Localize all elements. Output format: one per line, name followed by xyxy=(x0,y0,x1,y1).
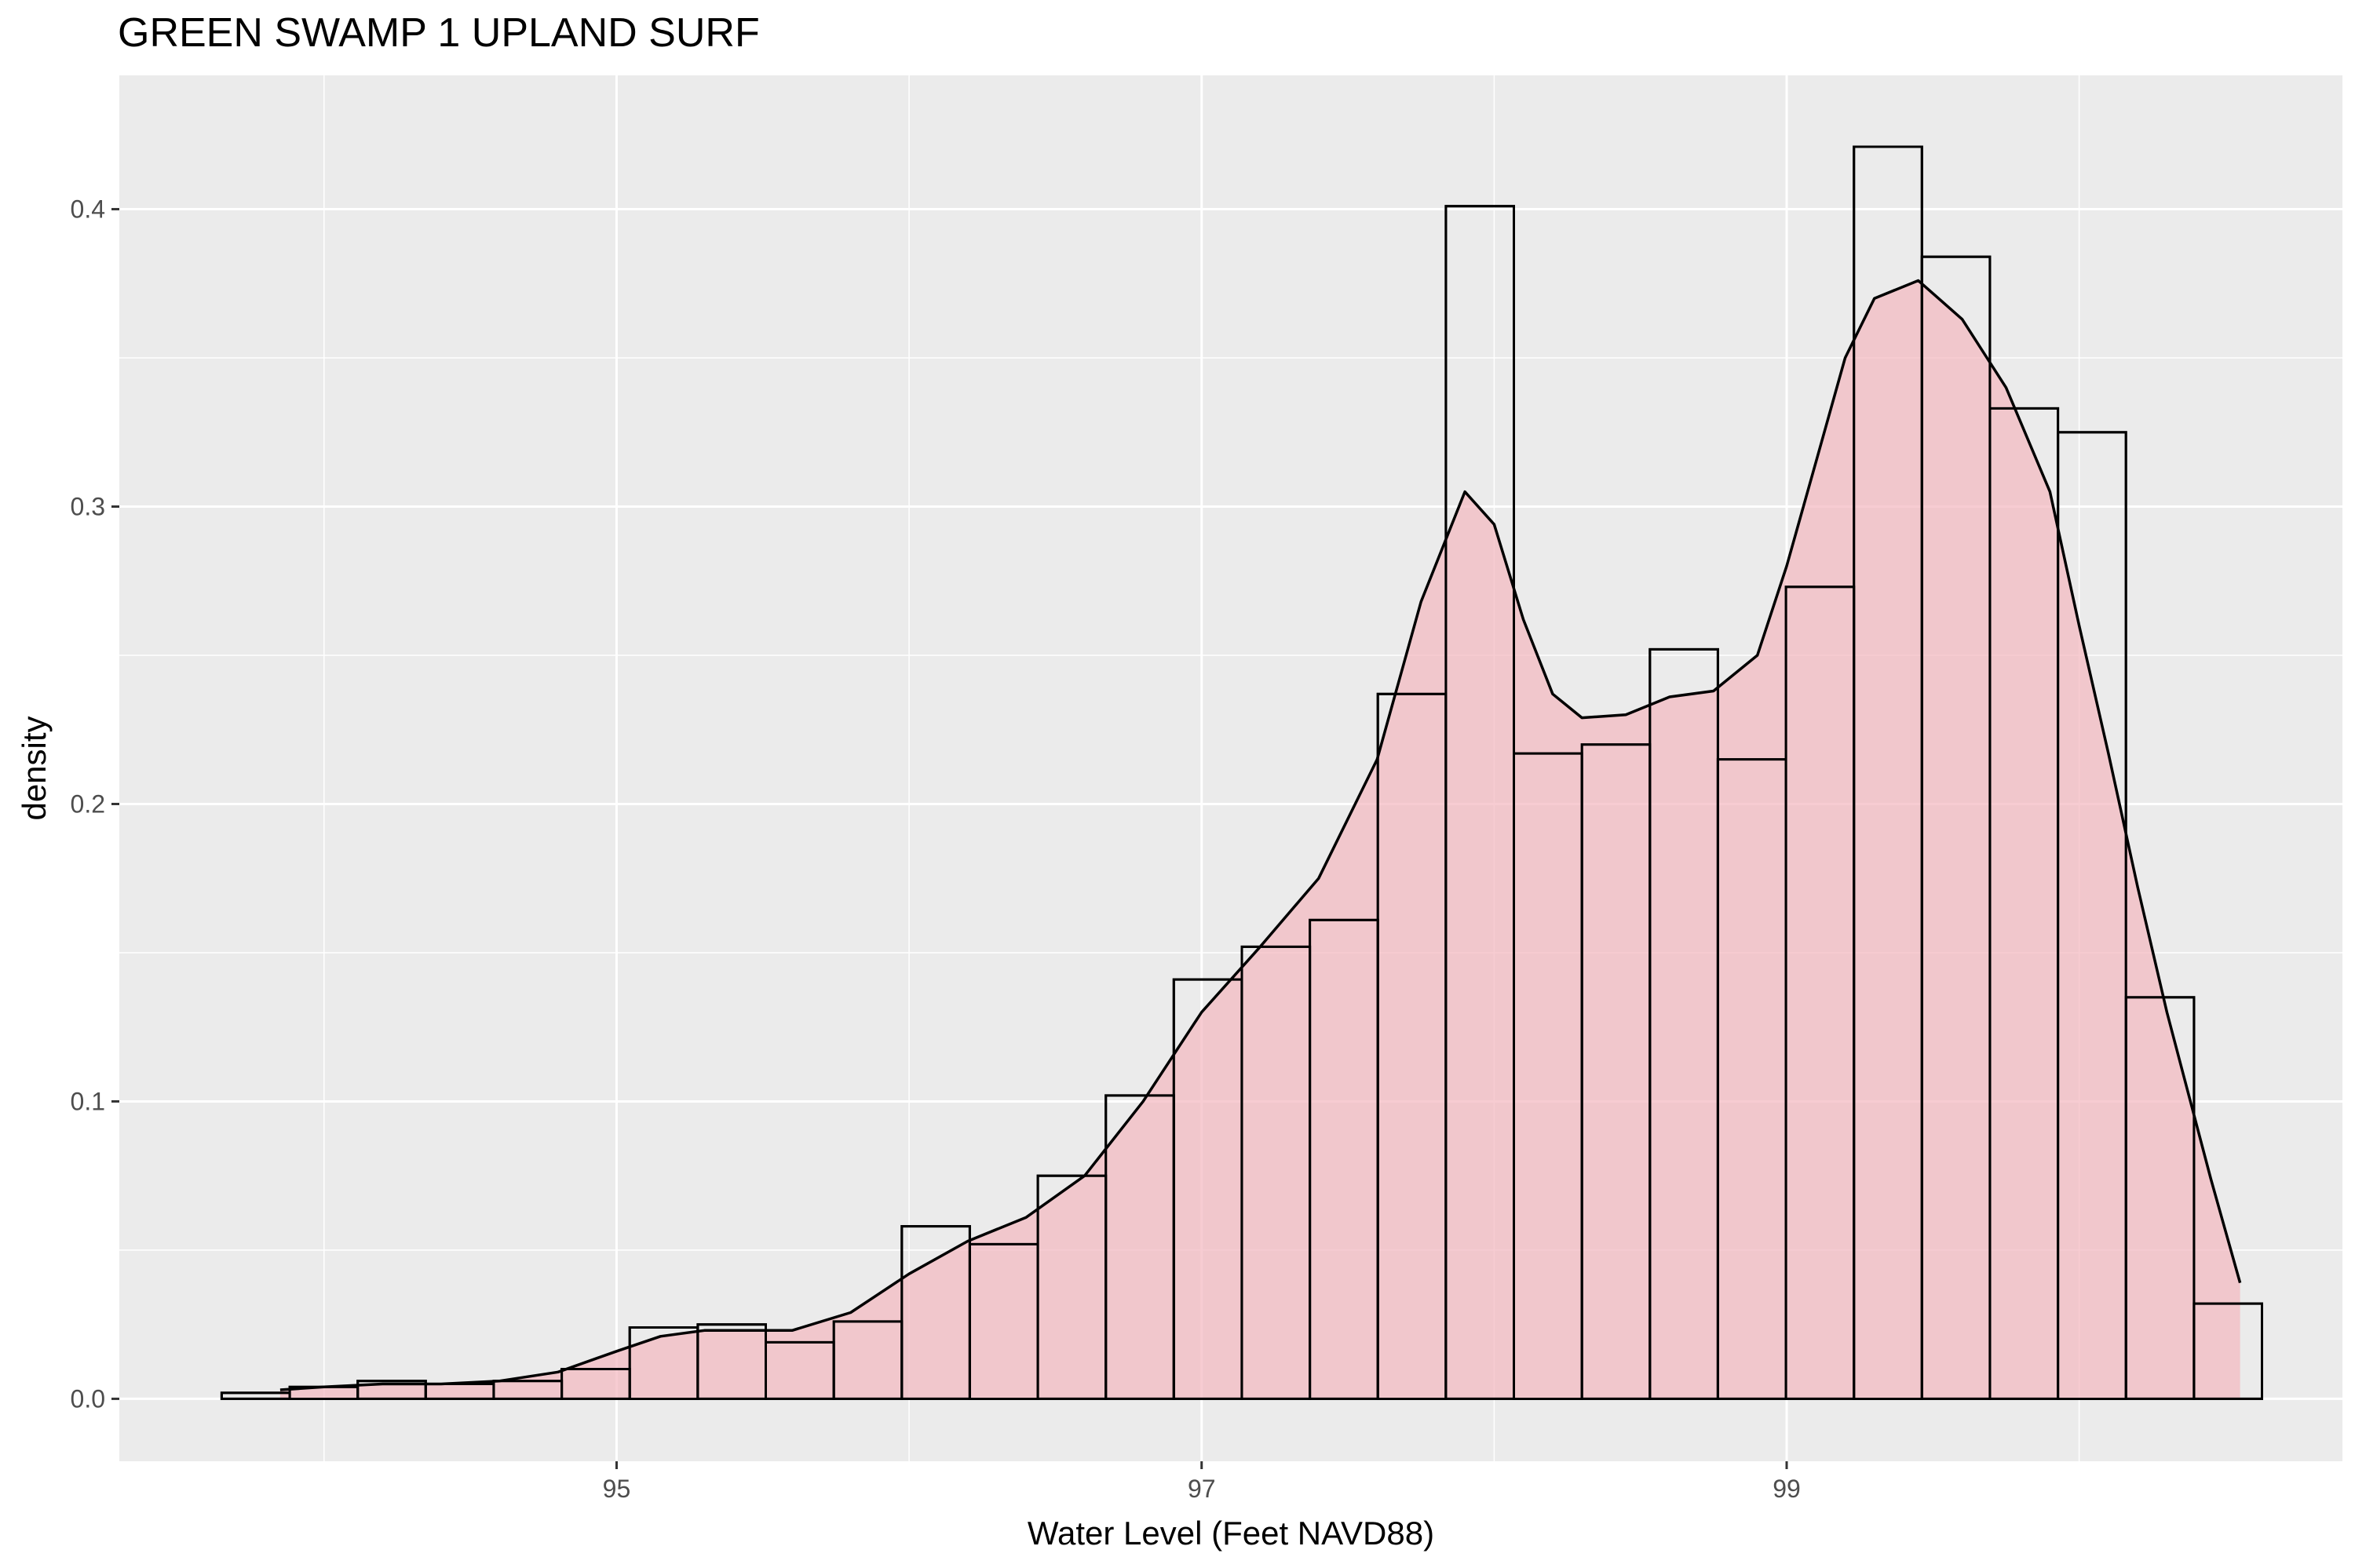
density-area xyxy=(279,280,2240,1399)
x-axis-title: Water Level (Feet NAVD88) xyxy=(1028,1515,1434,1552)
x-tick-label: 95 xyxy=(603,1475,631,1503)
y-tick-label: 0.3 xyxy=(71,493,105,521)
y-axis-ticks: 0.0 0.1 0.2 0.3 0.4 xyxy=(71,195,119,1413)
histogram-bars xyxy=(220,145,2263,1401)
density-area-fill xyxy=(279,280,2240,1399)
density-area-overlay xyxy=(279,280,2240,1399)
x-tick-label: 99 xyxy=(1773,1475,1801,1503)
histogram-bar-outline xyxy=(2057,431,2127,1400)
y-tick-label: 0.4 xyxy=(71,195,105,224)
histogram-bar-outline xyxy=(2124,996,2196,1400)
x-axis-ticks: 95 97 99 xyxy=(603,1461,1801,1503)
x-tick-label: 97 xyxy=(1188,1475,1216,1503)
chart-title: GREEN SWAMP 1 UPLAND SURF xyxy=(118,10,760,56)
y-tick-label: 0.2 xyxy=(71,789,105,818)
y-tick-label: 0.1 xyxy=(71,1087,105,1115)
y-tick-label: 0.0 xyxy=(71,1384,105,1413)
y-axis-title: density xyxy=(16,716,53,820)
density-line xyxy=(279,279,2242,1391)
density-curve xyxy=(279,279,2242,1391)
histogram-bar-outline xyxy=(2193,1302,2263,1400)
